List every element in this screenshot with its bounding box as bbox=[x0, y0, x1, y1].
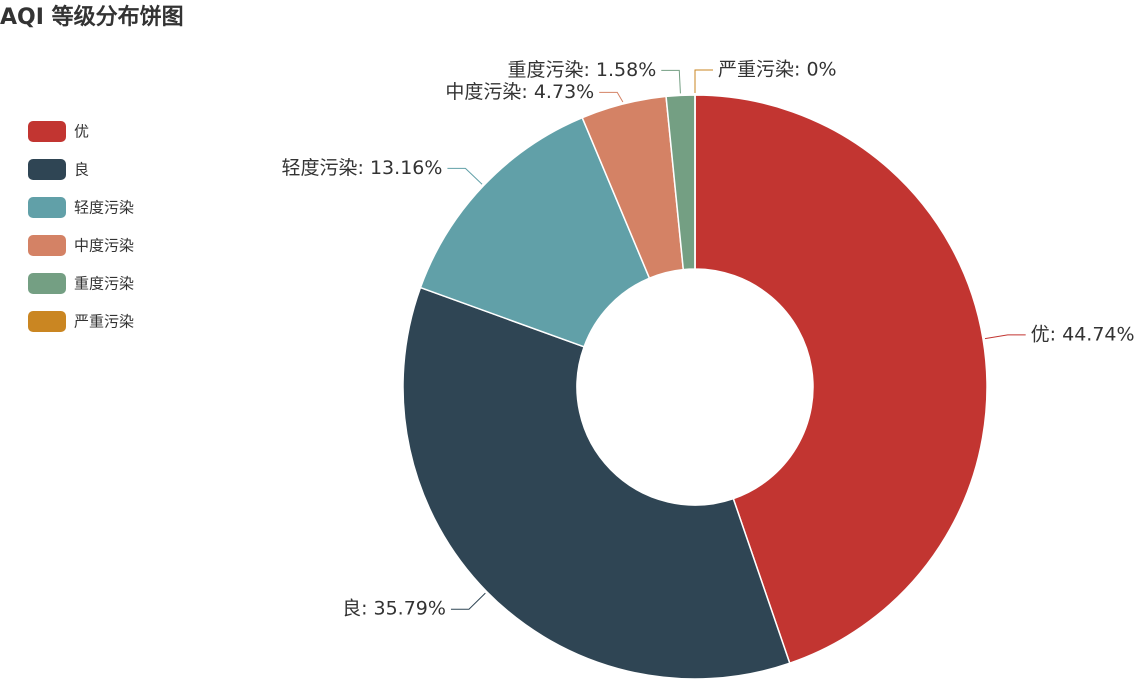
label-line bbox=[447, 167, 483, 185]
legend-swatch bbox=[28, 311, 66, 332]
pie-slice bbox=[402, 286, 791, 680]
slice-label: 优: 44.74% bbox=[1031, 323, 1135, 345]
label-line bbox=[661, 69, 681, 94]
legend-label: 中度污染 bbox=[74, 237, 134, 255]
legend-swatch bbox=[28, 159, 66, 180]
label-line bbox=[984, 334, 1026, 340]
legend-label: 轻度污染 bbox=[74, 199, 134, 217]
legend-swatch bbox=[28, 197, 66, 218]
chart-title: AQI 等级分布饼图 bbox=[0, 4, 184, 30]
slice-label: 重度污染: 1.58% bbox=[507, 59, 656, 81]
legend-swatch bbox=[28, 121, 66, 142]
label-line bbox=[599, 91, 624, 103]
legend-label: 优 bbox=[74, 123, 89, 141]
label-line bbox=[450, 592, 486, 610]
label-line bbox=[694, 69, 713, 93]
pie-slice bbox=[419, 116, 651, 348]
slice-label: 中度污染: 4.73% bbox=[445, 81, 594, 103]
legend-swatch bbox=[28, 235, 66, 256]
slice-label: 良: 35.79% bbox=[342, 598, 446, 620]
legend-label: 严重污染 bbox=[74, 313, 134, 331]
legend-label: 重度污染 bbox=[74, 275, 134, 293]
slice-label: 严重污染: 0% bbox=[718, 59, 837, 81]
legend-swatch bbox=[28, 273, 66, 294]
slice-label: 轻度污染: 13.16% bbox=[282, 157, 443, 179]
pie-slice bbox=[694, 94, 988, 665]
legend-label: 良 bbox=[74, 161, 89, 179]
